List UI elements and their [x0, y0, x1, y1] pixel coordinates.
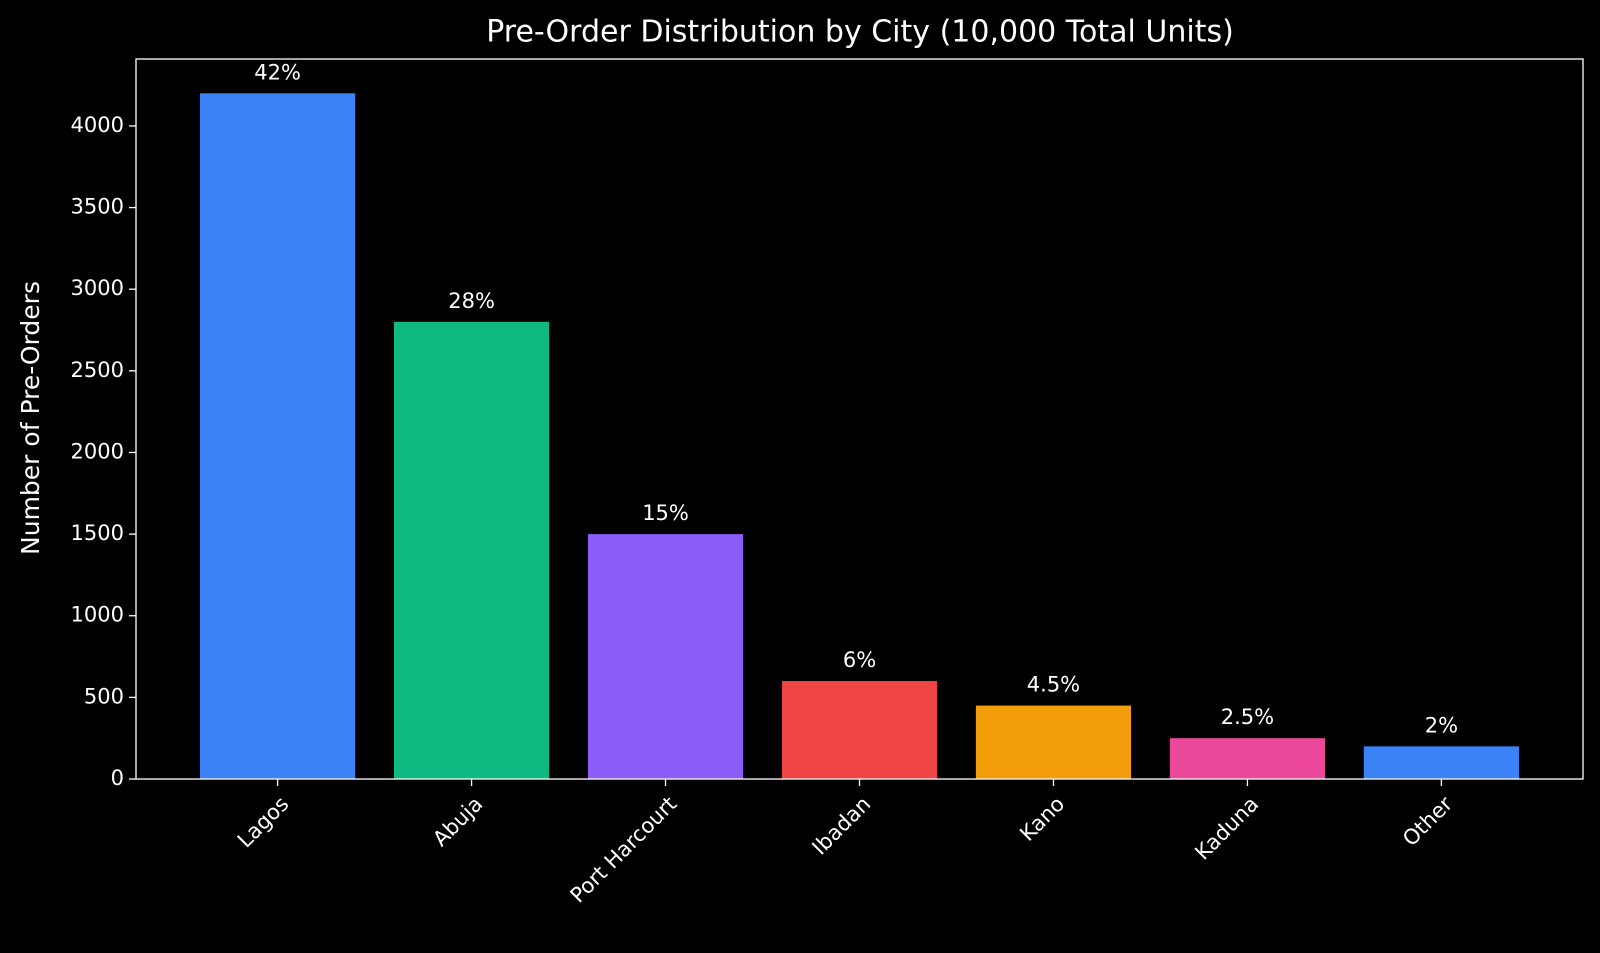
value-label: 15%: [642, 501, 689, 525]
y-tick-label: 2500: [71, 358, 124, 382]
bar: [781, 681, 938, 779]
bar: [393, 321, 550, 779]
plot-frame: [135, 58, 1584, 780]
y-tick-label: 3000: [71, 276, 124, 300]
bar: [975, 705, 1132, 779]
bar: [200, 93, 356, 780]
chart-title: Pre-Order Distribution by City (10,000 T…: [486, 15, 1234, 50]
bar: [1363, 746, 1519, 779]
y-tick-label: 3500: [71, 195, 124, 219]
value-label: 2%: [1425, 713, 1458, 737]
y-axis-label: Number of Pre-Orders: [16, 281, 45, 555]
value-label: 28%: [448, 289, 495, 313]
bar: [587, 534, 744, 779]
value-label: 4.5%: [1027, 673, 1080, 697]
y-tick-label: 0: [111, 766, 124, 790]
value-label: 2.5%: [1221, 705, 1274, 729]
value-label: 42%: [254, 60, 301, 84]
value-label: 6%: [843, 648, 876, 672]
y-tick-label: 4000: [71, 113, 124, 137]
bar: [1169, 738, 1326, 779]
y-tick-label: 2000: [71, 439, 124, 463]
y-tick-label: 1500: [71, 521, 124, 545]
y-tick-label: 500: [84, 684, 124, 708]
y-tick-label: 1000: [71, 603, 124, 627]
